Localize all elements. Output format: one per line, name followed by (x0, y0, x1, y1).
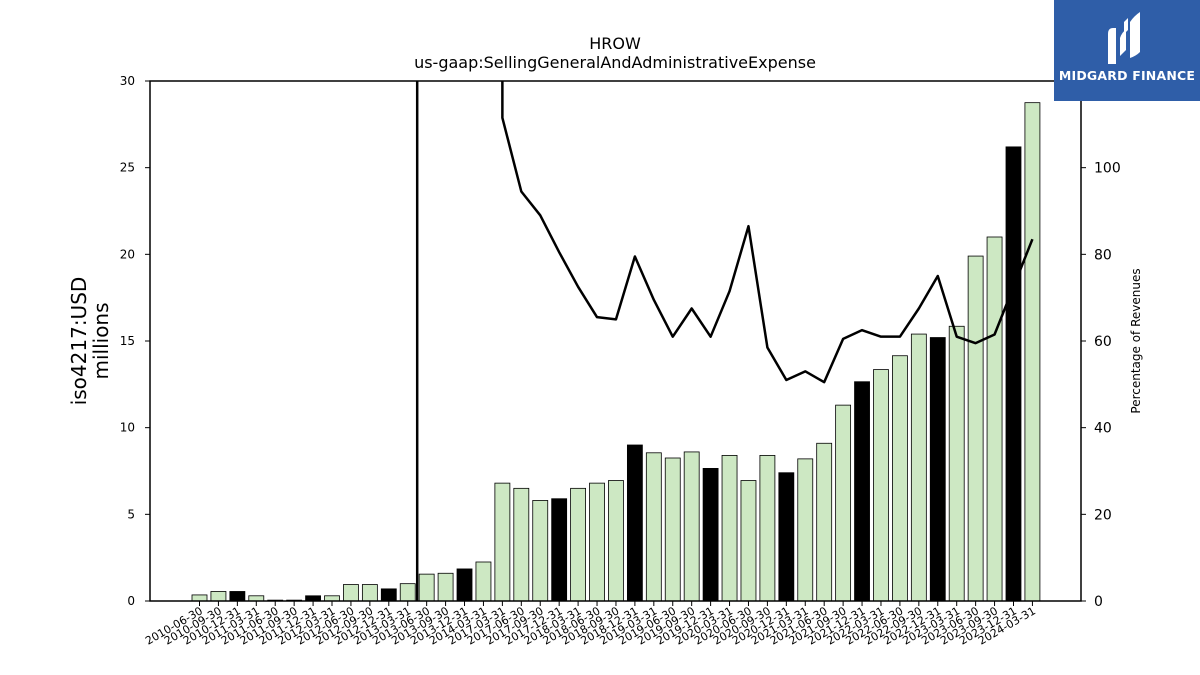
bar (324, 595, 340, 602)
bar (551, 498, 568, 602)
chart-title: HROW (589, 34, 641, 53)
bar (361, 584, 378, 602)
bar (399, 583, 416, 602)
y-tick-label: 0 (127, 594, 135, 608)
bar (305, 595, 321, 602)
bar (570, 487, 586, 602)
midgard-finance-logo: MIDGARD FINANCE (1054, 0, 1200, 101)
y-axis-left: 0 5 10 15 20 25 30 (120, 74, 150, 608)
bar (437, 572, 454, 602)
y-tick-label: 25 (120, 161, 135, 175)
bar (1024, 102, 1041, 602)
bar (759, 454, 776, 602)
bar (948, 325, 965, 602)
chart-subtitle: us-gaap:SellingGeneralAndAdministrativeE… (414, 53, 816, 72)
y-tick-label: 5 (127, 507, 135, 521)
y-axis-left-label-line: iso4217:USD (67, 277, 91, 406)
line-group (501, 81, 1034, 384)
bar (456, 568, 473, 602)
bar (608, 480, 624, 602)
y-tick-label: 15 (120, 334, 135, 348)
percentage-line (501, 81, 1034, 384)
bar (967, 255, 984, 602)
midgard-finance-logo-icon (1108, 12, 1140, 64)
bar (532, 500, 549, 602)
bar (645, 452, 662, 602)
bar (797, 458, 814, 602)
y-right-tick-label: 0 (1094, 594, 1103, 610)
bars (191, 102, 1041, 602)
bar (210, 591, 227, 602)
bar (986, 236, 1003, 602)
bar (1005, 146, 1022, 602)
bar (475, 561, 492, 602)
bar (892, 355, 908, 602)
bar (229, 591, 246, 602)
bar (854, 381, 870, 602)
bar (494, 482, 511, 602)
bar (343, 584, 359, 602)
y-right-tick-label: 100 (1094, 161, 1121, 177)
y-tick-label: 20 (120, 247, 135, 261)
bar (721, 454, 738, 602)
y-axis-right-label: Percentage of Revenues (1129, 268, 1143, 413)
bar (191, 594, 208, 602)
y-axis-right: 0 20 40 60 80 100 (1081, 161, 1121, 610)
logo-text: MIDGARD FINANCE (1058, 68, 1196, 83)
bar (910, 333, 927, 602)
y-right-tick-label: 60 (1094, 334, 1112, 350)
bar (380, 588, 397, 602)
x-axis: 2010-06-302010-09-302010-12-312011-03-31… (143, 601, 1038, 648)
bar (816, 442, 833, 602)
bar (589, 482, 605, 602)
bar (418, 573, 435, 602)
bar (664, 457, 681, 602)
bar (835, 404, 852, 602)
bar (740, 480, 757, 602)
y-tick-label: 30 (120, 74, 135, 88)
bar (248, 595, 265, 602)
bar (702, 467, 719, 602)
y-right-tick-label: 40 (1094, 421, 1112, 437)
bar (683, 451, 700, 602)
bar (873, 369, 889, 602)
y-axis-left-label: iso4217:USDmillions (67, 277, 113, 406)
y-right-tick-label: 80 (1094, 247, 1112, 263)
y-axis-left-label-line: millions (89, 302, 113, 379)
bar (513, 487, 530, 602)
y-tick-label: 10 (120, 421, 135, 435)
bar (778, 472, 795, 602)
bar (626, 444, 643, 602)
y-right-tick-label: 20 (1094, 507, 1112, 523)
bar (929, 337, 946, 602)
